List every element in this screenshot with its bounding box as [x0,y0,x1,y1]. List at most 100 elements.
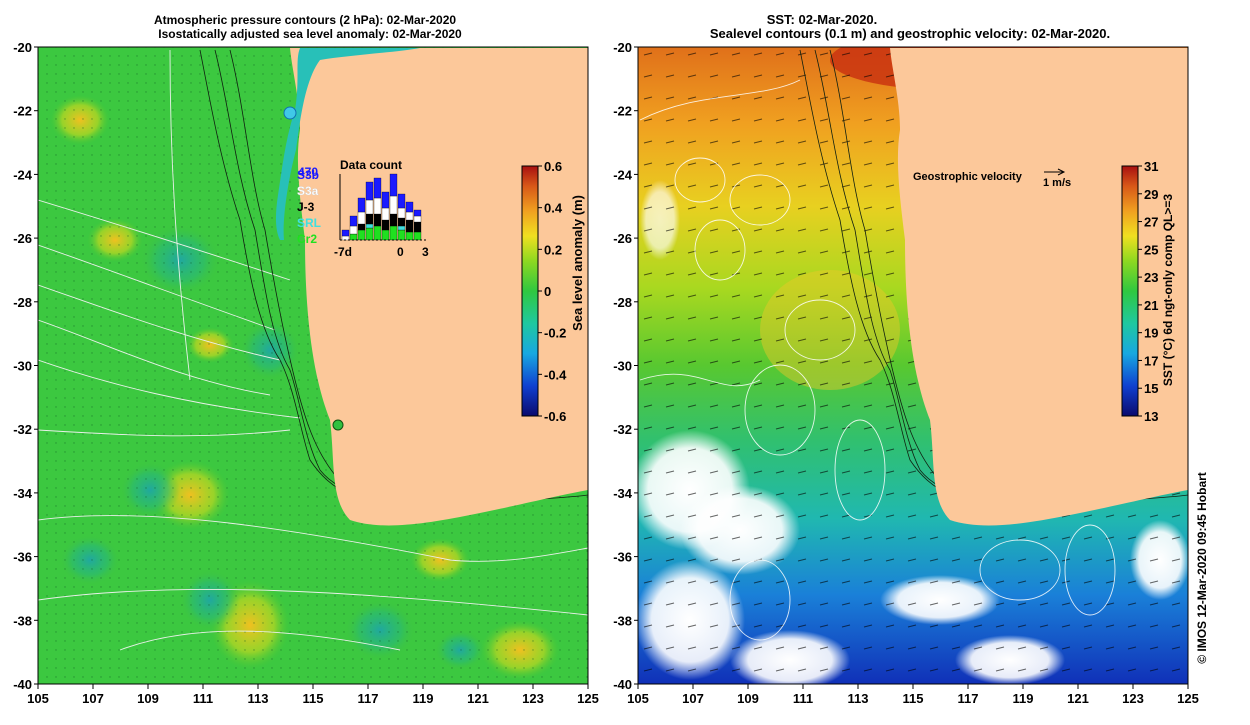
right-title-line2: Sealevel contours (0.1 m) and geostrophi… [710,26,1110,41]
y-tick-label: -24 [613,167,633,182]
y-tick-label: -36 [613,550,632,565]
data-count-bar [373,177,382,199]
sla-colorbar-gradient [521,165,539,417]
y-tick-label: -20 [613,40,632,55]
data-count-bar [413,231,422,241]
x-tick-label: 111 [193,691,213,706]
data-count-bar [357,211,366,225]
x-tick-label: 113 [848,691,869,706]
colorbar-tick-label: 0 [544,284,551,299]
colorbar-tick-label: -0.6 [544,409,566,424]
sst-colorbar-ticks: 31 29 27 25 23 21 19 17 15 13 [1138,159,1158,424]
data-count-xlabel-end: 3 [422,245,429,259]
x-tick-label: 121 [1067,691,1089,706]
colorbar-tick-label: 13 [1144,409,1158,424]
data-count-bar [381,219,390,231]
data-count-bar [397,225,406,231]
left-title-line1: Atmospheric pressure contours (2 hPa): 0… [154,13,456,27]
colorbar-tick-label: -0.2 [544,326,566,341]
y-tick-label: -34 [13,486,33,501]
colorbar-tick-label: 21 [1144,298,1158,313]
y-tick-label: -40 [613,677,632,692]
right-panel: SST: 02-Mar-2020. Sealevel contours (0.1… [637,12,1189,685]
imos-credit: © IMOS 12-Mar-2020 09:45 Hobart [1195,472,1209,664]
sst-colorbar: 31 29 27 25 23 21 19 17 15 13 SST (°C) 6d ngt-onl… [1121,159,1175,424]
x-tick-label: 119 [413,691,434,706]
map-axes: 105 107 109 111 113 115 117 119 121 123 125 -20 -22 -… [13,40,1199,706]
australia-land [890,48,1188,526]
sla-colorbar: 0.6 0.4 0.2 0 -0.2 -0.4 -0.6 Sea level anomaly… [521,159,585,424]
x-tick-label: 109 [137,691,159,706]
y-tick-label: -38 [13,613,32,628]
colorbar-tick-label: 31 [1144,159,1158,174]
x-tick-label: 107 [82,691,104,706]
colorbar-tick-label: 0.2 [544,242,562,257]
data-count-bar [389,173,398,197]
data-count-bar [405,201,414,213]
pressure-contours [38,49,588,651]
y-tick-label: -26 [613,231,632,246]
x-tick-label: 109 [737,691,759,706]
y-tick-label: -30 [613,359,632,374]
data-count-bar [365,223,374,229]
x-tick-label: 125 [577,691,599,706]
satellite-label: SRL [297,216,321,230]
left-map [38,47,588,684]
x-tick-label: 117 [958,691,979,706]
x-tick-label: 123 [1122,691,1144,706]
data-count-bar [397,229,406,241]
data-count-bar [405,219,414,233]
data-count-bar [373,225,382,241]
satellite-label: S3b [297,168,319,182]
data-count-bar [349,225,358,235]
data-count-bar [365,199,374,215]
data-count-bar [397,207,406,219]
data-count-bar [413,209,422,217]
data-count-title: Data count [340,158,402,172]
data-count-bar [349,233,358,241]
data-count-xlabel-zero: 0 [397,245,404,259]
satellite-label: S3a [297,184,319,198]
data-count-bar [341,229,350,237]
y-tick-label: -20 [13,40,32,55]
data-count-bar [389,225,398,241]
data-count-bar [405,231,414,241]
right-title-line1: SST: 02-Mar-2020. [767,12,878,27]
x-tick-label: 111 [793,691,813,706]
satellite-label: Cr2 [297,232,317,246]
data-count-bar [341,235,350,241]
station-exmouth [283,106,297,120]
colorbar-tick-label: 23 [1144,270,1158,285]
x-tick-label: 115 [303,691,324,706]
colorbar-tick-label: 25 [1144,242,1158,257]
y-tick-label: -40 [13,677,32,692]
sealevel-contours [639,79,1116,641]
colorbar-tick-label: 0.4 [544,201,563,216]
y-tick-label: -26 [13,231,32,246]
colorbar-tick-label: 15 [1144,381,1158,396]
data-count-max: 470 [298,165,318,179]
left-title-line2: Isostatically adjusted sea level anomaly… [158,27,462,41]
data-count-bar [405,211,414,221]
satellite-label: J-3 [297,200,315,214]
data-count-bar [357,197,366,213]
y-tick-label: -32 [613,422,632,437]
data-count-bar [373,213,382,227]
x-tick-label: 121 [467,691,489,706]
x-tick-label: 113 [248,691,269,706]
velocity-key-scale: 1 m/s [1043,177,1071,189]
satellite-labels: S3b S3a J-3 SRL Cr2 [297,168,321,246]
sst-colorbar-gradient [1121,165,1139,417]
y-tick-label: -22 [13,104,32,119]
y-tick-label: -22 [613,104,632,119]
y-tick-label: -32 [13,422,32,437]
data-count-bar [413,215,422,223]
australia-land [290,48,588,526]
y-tick-label: -38 [613,613,632,628]
colorbar-tick-label: 17 [1144,353,1158,368]
sst-colorbar-label: SST (°C) 6d ngt-only comp QL>=3 [1161,194,1175,386]
x-tick-label: 117 [358,691,379,706]
y-tick-label: -30 [13,359,32,374]
data-count-bar [373,197,382,215]
